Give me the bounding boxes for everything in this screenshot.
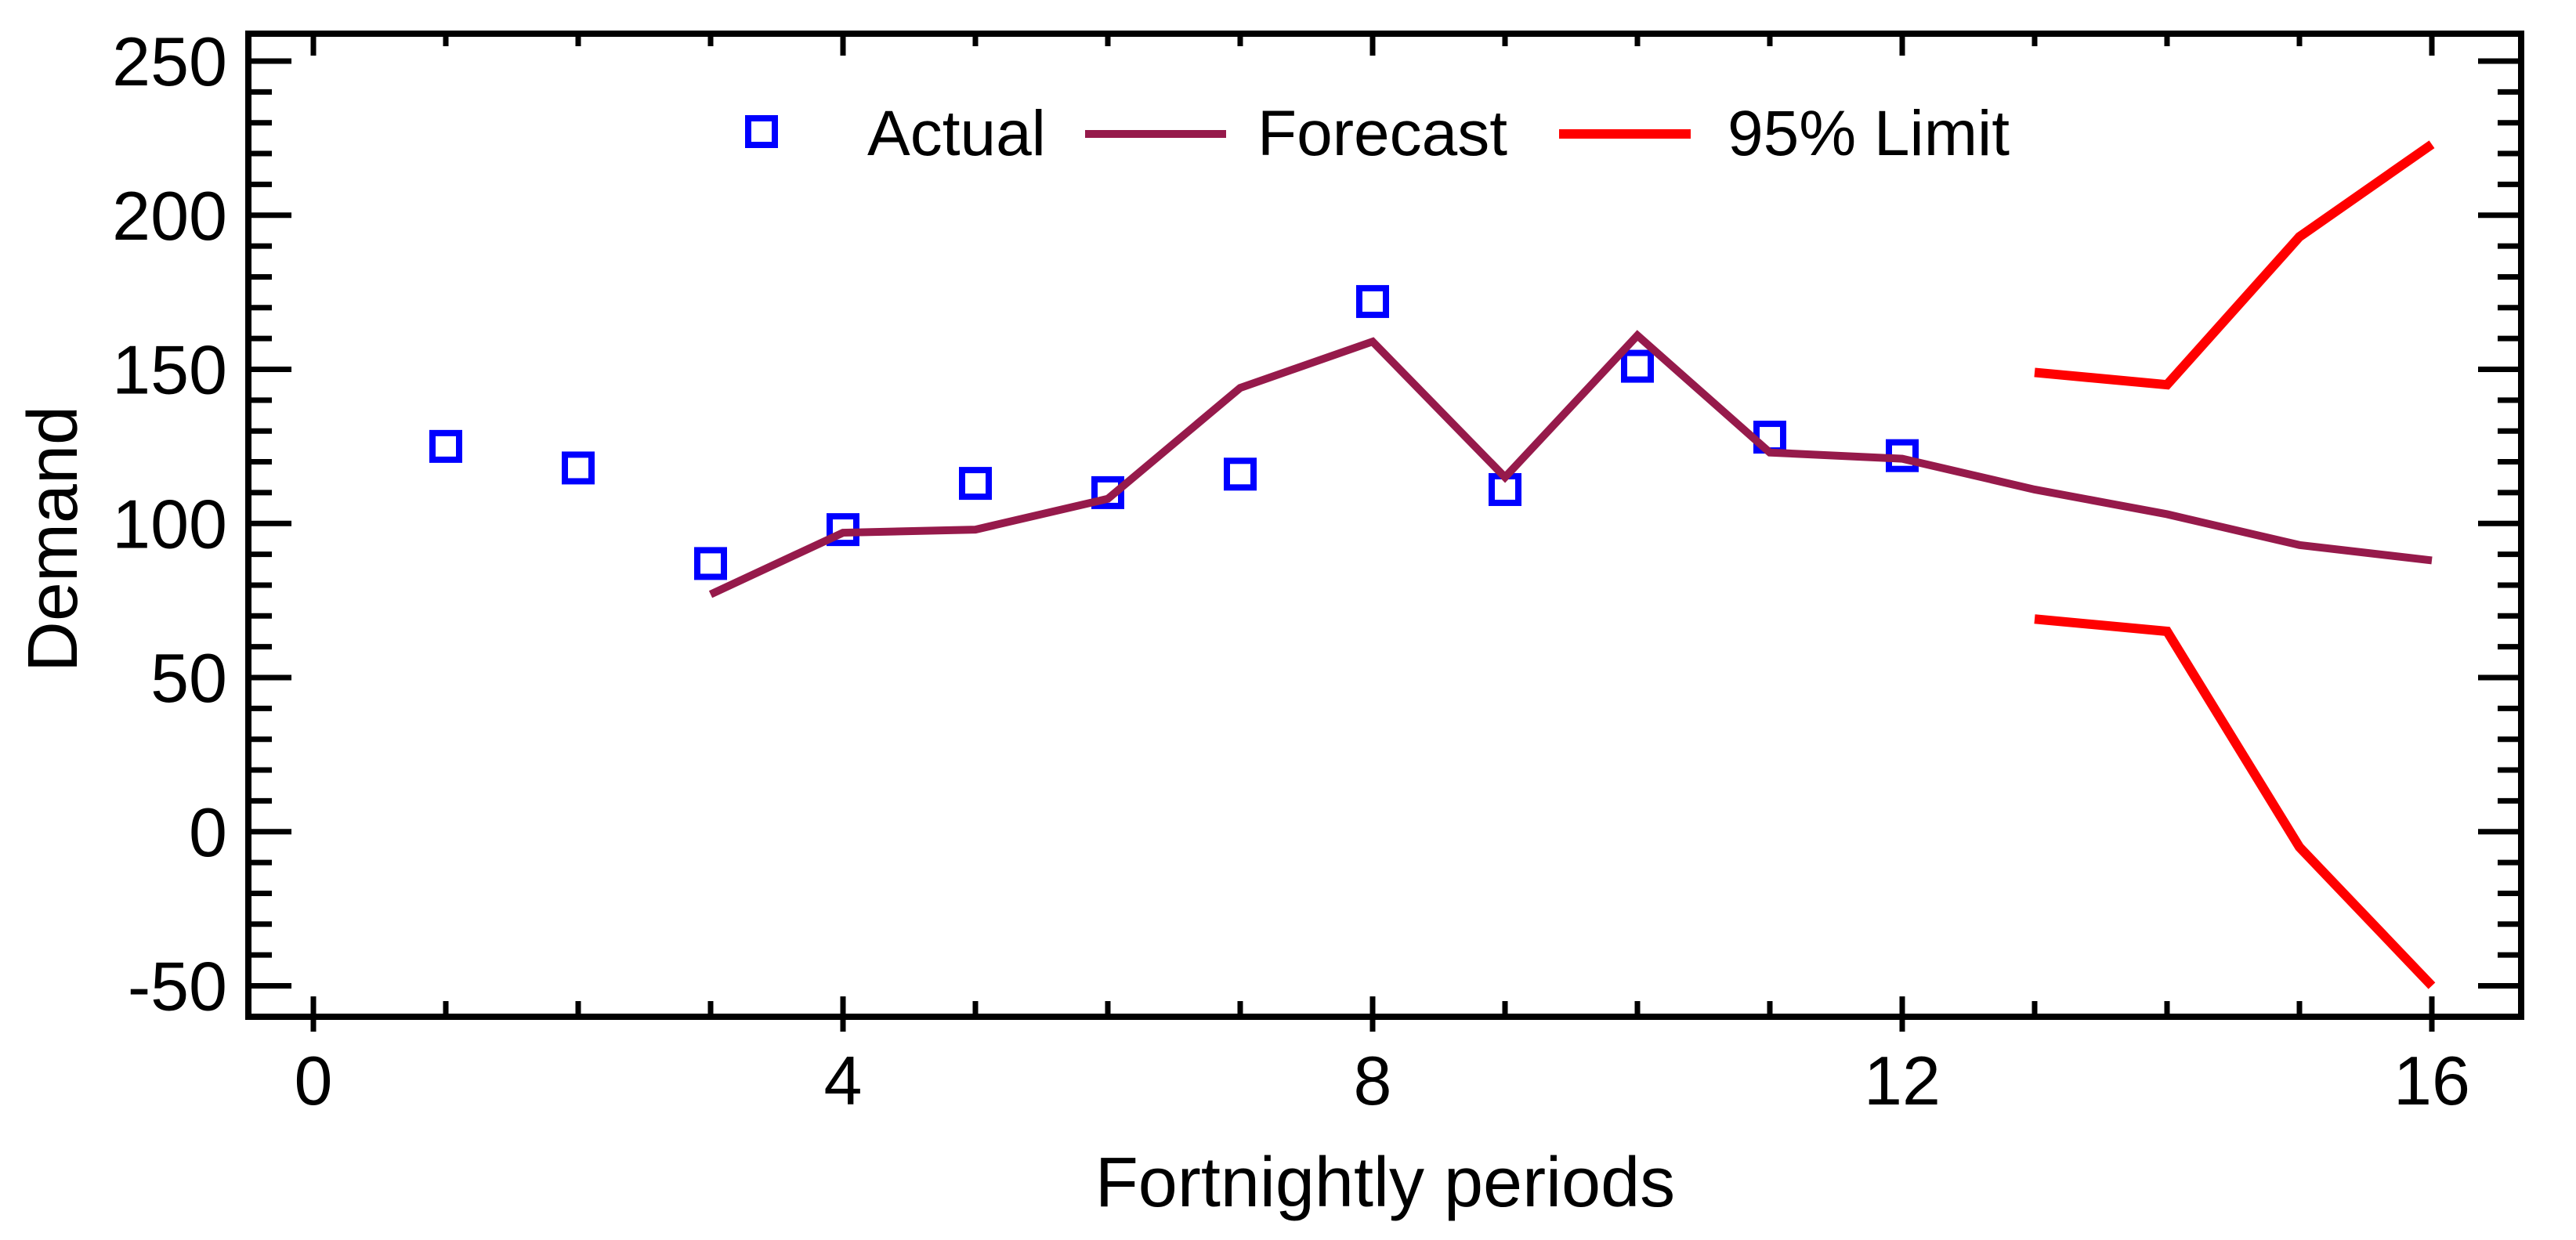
y-tick-label: 100 <box>112 485 227 562</box>
x-tick-label: 4 <box>824 1042 863 1119</box>
y-tick-label: -50 <box>128 948 227 1025</box>
x-axis-title: Fortnightly periods <box>1095 1144 1675 1222</box>
actual-point <box>1621 349 1654 383</box>
actual-series <box>429 284 1919 580</box>
y-tick-label: 200 <box>112 177 227 255</box>
axis-tick-labels: -50 0 50 100 150 200 250 0 4 8 12 16 <box>112 23 2470 1119</box>
y-tick-label: 150 <box>112 331 227 409</box>
legend: Actual Forecast 95% Limit <box>745 98 2010 169</box>
actual-point <box>694 547 727 580</box>
legend-actual-label: Actual <box>867 98 1046 169</box>
axis-frame <box>245 31 2524 1020</box>
actual-point <box>959 467 992 501</box>
actual-point <box>1224 457 1257 491</box>
axis-ticks <box>248 34 2521 1032</box>
y-tick-label: 50 <box>150 639 227 717</box>
forecast-line <box>708 330 2433 598</box>
x-tick-label: 12 <box>1864 1042 1941 1119</box>
upper-95-limit-line <box>2034 140 2435 390</box>
actual-point <box>1356 284 1389 318</box>
legend-limit-label: 95% Limit <box>1728 98 2010 169</box>
series-layer <box>429 140 2436 989</box>
actual-point <box>429 429 462 463</box>
x-tick-label: 16 <box>2393 1042 2470 1119</box>
lower-95-limit-line <box>2034 614 2436 989</box>
y-axis-title: Demand <box>14 406 92 672</box>
y-tick-label: 0 <box>189 794 227 871</box>
legend-forecast-label: Forecast <box>1257 98 1507 169</box>
x-tick-label: 8 <box>1354 1042 1392 1119</box>
legend-actual-marker-icon <box>745 115 778 148</box>
actual-point <box>562 451 595 485</box>
x-tick-label: 0 <box>295 1042 333 1119</box>
y-tick-label: 250 <box>112 23 227 100</box>
